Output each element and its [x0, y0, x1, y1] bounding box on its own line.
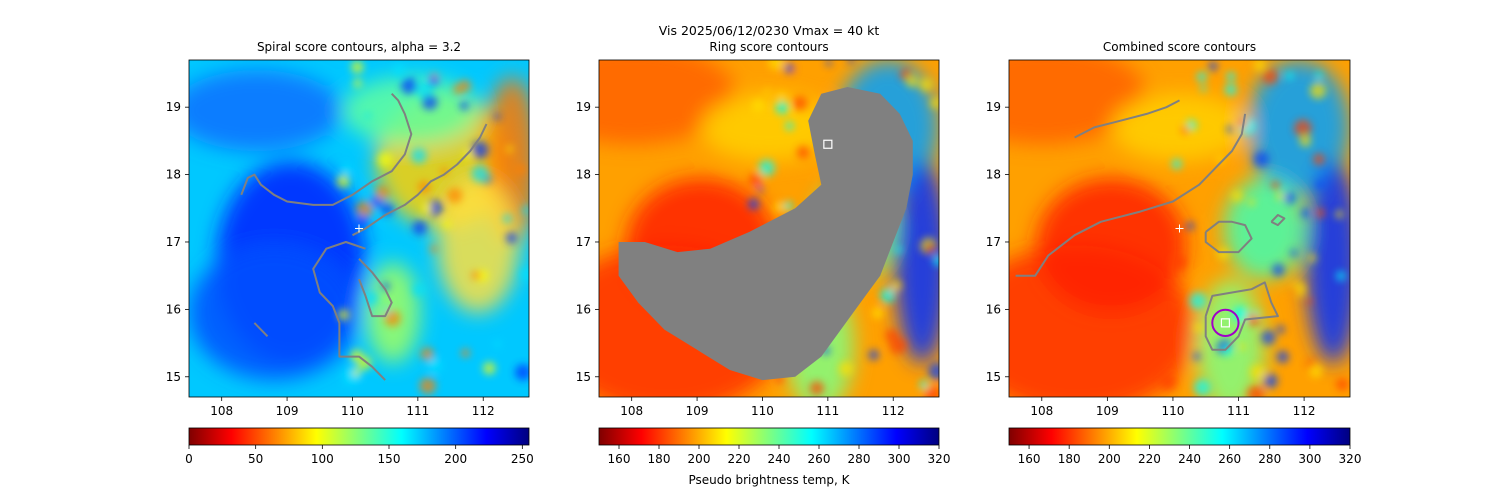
colorbar-tick-label: 260: [808, 452, 831, 466]
contour-line: [1204, 220, 1253, 254]
x-tick-label: 108: [620, 404, 643, 418]
y-tick-label: 19: [986, 100, 1001, 114]
y-tick-label: 15: [166, 370, 181, 384]
colorbar-tick-label: 280: [848, 452, 871, 466]
colorbar-tick-label: 260: [1218, 452, 1241, 466]
y-tick-label: 19: [576, 100, 591, 114]
colorbar-gradient: [598, 427, 940, 446]
best-center-circle: [1211, 308, 1240, 337]
y-tick-label: 18: [986, 168, 1001, 182]
colorbar-gradient: [188, 427, 530, 446]
colorbar-tick-label: 220: [728, 452, 751, 466]
satellite-image: [1009, 60, 1350, 397]
x-tick-label: 110: [1161, 404, 1184, 418]
square-marker: [823, 139, 833, 149]
colorbar-tick-label: 160: [608, 452, 631, 466]
y-tick-label: 16: [986, 302, 1001, 316]
x-tick-label: 112: [472, 404, 495, 418]
colorbar-tick-label: 150: [378, 452, 401, 466]
x-tick-label: 111: [406, 404, 429, 418]
contour-line: [1204, 281, 1279, 351]
colorbar-tick-label: 200: [1098, 452, 1121, 466]
y-tick-label: 17: [986, 235, 1001, 249]
contour-line: [312, 241, 386, 381]
colorbar-tick-label: 300: [888, 452, 911, 466]
colorbar-tick-label: 280: [1258, 452, 1281, 466]
y-tick-label: 19: [166, 100, 181, 114]
center-cross-marker: [1175, 224, 1184, 233]
satellite-image: [599, 60, 939, 397]
colorbar: 160 180 200 220 240 260 280 300 320 Pseudo bright…: [598, 427, 951, 487]
x-tick-label: 111: [816, 404, 839, 418]
axes-frame: [1008, 59, 1351, 398]
colorbar-gradient: [1008, 427, 1351, 446]
colorbar-tick-label: 300: [1298, 452, 1321, 466]
colorbar-tick-label: 100: [311, 452, 334, 466]
panel-3: Combined score contours 108 109 110 111 112 15…: [986, 40, 1362, 466]
panel-title: Spiral score contours, alpha = 3.2: [257, 40, 461, 54]
y-tick-label: 18: [166, 168, 181, 182]
x-tick-label: 108: [210, 404, 233, 418]
colorbar-tick-label: 320: [928, 452, 951, 466]
colorbar: 160 180 200 220 240 260 280 300 320: [1008, 427, 1362, 466]
colorbar-tick-label: 180: [648, 452, 671, 466]
contour-line: [352, 123, 488, 237]
axes-frame: [598, 59, 940, 398]
colorbar-tick-label: 180: [1058, 452, 1081, 466]
contour-line: [1074, 99, 1180, 139]
contour-line: [358, 258, 393, 318]
contour-line: [253, 322, 269, 338]
colorbar-tick-label: 200: [444, 452, 467, 466]
colorbar: 0 50 100 150 200 250: [185, 427, 534, 466]
colorbar-tick-label: 250: [511, 452, 534, 466]
colorbar-tick-label: 200: [688, 452, 711, 466]
colorbar-tick-label: 160: [1018, 452, 1041, 466]
x-tick-label: 109: [686, 404, 709, 418]
x-tick-label: 108: [1030, 404, 1053, 418]
contour-line: [1015, 113, 1247, 277]
y-tick-label: 16: [166, 302, 181, 316]
satellite-image: [189, 60, 529, 397]
x-tick-label: 112: [1293, 404, 1316, 418]
y-tick-label: 18: [576, 168, 591, 182]
colorbar-tick-label: 320: [1339, 452, 1362, 466]
colorbar-tick-label: 0: [185, 452, 193, 466]
colorbar-tick-label: 50: [248, 452, 263, 466]
figure-suptitle: Vis 2025/06/12/0230 Vmax = 40 kt: [659, 23, 880, 38]
x-tick-label: 111: [1227, 404, 1250, 418]
center-cross-marker: [355, 224, 363, 233]
y-tick-label: 17: [166, 235, 181, 249]
x-tick-label: 109: [276, 404, 299, 418]
panel-2: Ring score contours 108 109 110 111 112 15 16 17…: [576, 40, 951, 487]
x-tick-label: 112: [882, 404, 905, 418]
colorbar-tick-label: 240: [1178, 452, 1201, 466]
x-tick-label: 110: [341, 404, 364, 418]
y-tick-label: 15: [576, 370, 591, 384]
colorbar-tick-label: 240: [768, 452, 791, 466]
contour-line: [1270, 214, 1286, 227]
x-tick-label: 109: [1096, 404, 1119, 418]
axes-frame: [188, 59, 530, 398]
y-tick-label: 17: [576, 235, 591, 249]
x-tick-label: 110: [751, 404, 774, 418]
panel-1: Spiral score contours, alpha = 3.2 108 109…: [166, 40, 534, 466]
ring-score-region: [618, 87, 913, 381]
y-tick-label: 16: [576, 302, 591, 316]
contour-line: [240, 93, 413, 206]
y-tick-label: 15: [986, 370, 1001, 384]
colorbar-tick-label: 220: [1138, 452, 1161, 466]
square-marker: [1220, 318, 1231, 328]
panel-title: Combined score contours: [1103, 40, 1256, 54]
colorbar-label: Pseudo brightness temp, K: [688, 473, 850, 487]
panel-title: Ring score contours: [709, 40, 828, 54]
